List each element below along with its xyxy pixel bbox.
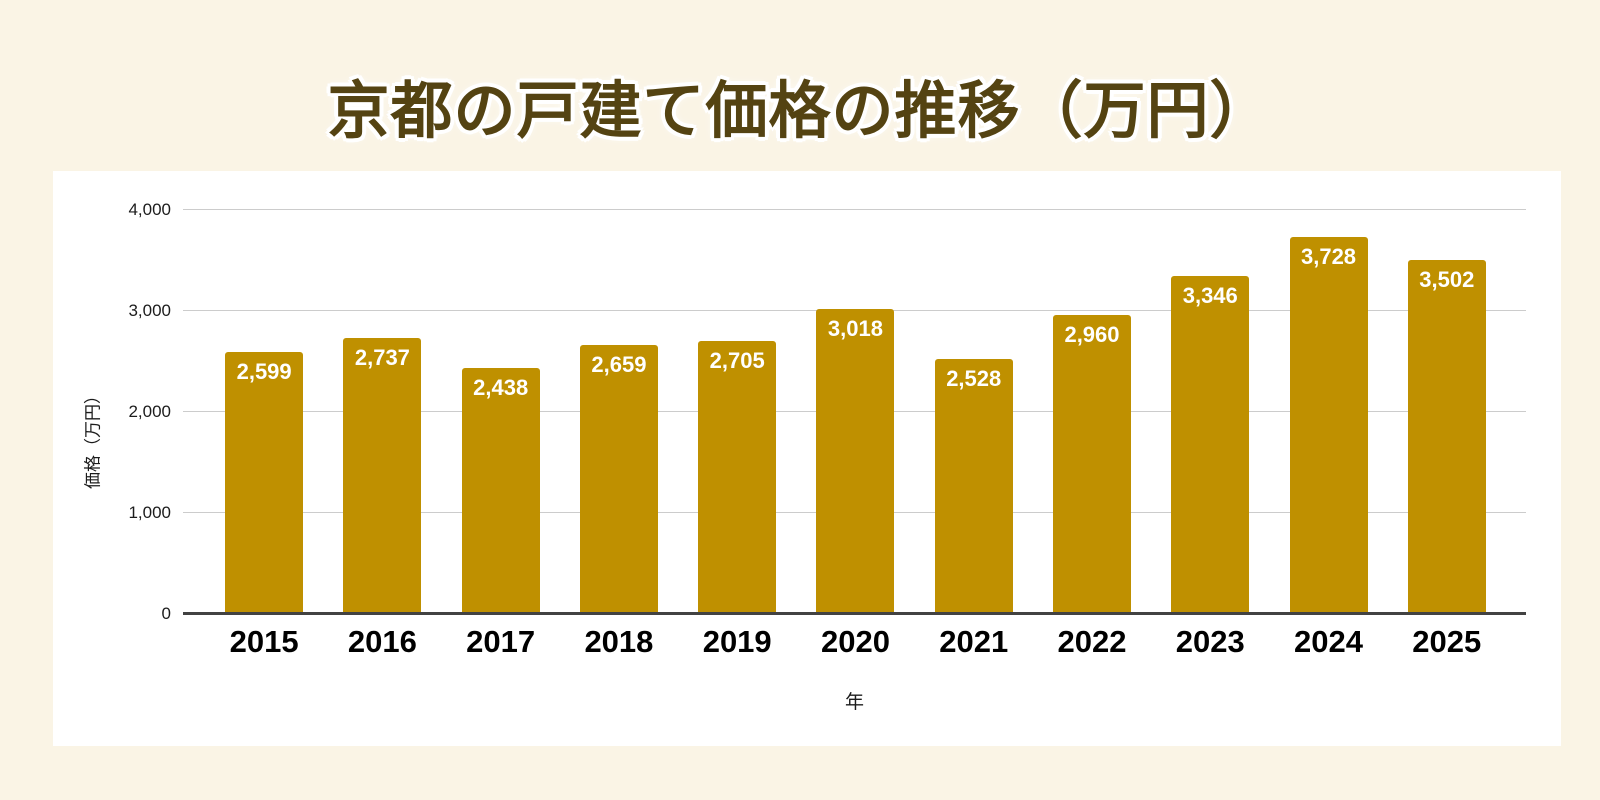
x-tick-label: 2017 [466, 624, 536, 659]
bar-value-label: 3,502 [1419, 267, 1475, 293]
x-tick-label: 2025 [1412, 624, 1482, 659]
x-tick-label: 2021 [939, 624, 1009, 659]
x-tick-label: 2015 [229, 624, 299, 659]
bar-slot: 2,659 2018 [560, 210, 678, 659]
bar-2025: 3,502 [1407, 260, 1486, 614]
bar-slot: 2,705 2019 [678, 210, 796, 659]
bar-slot: 3,728 2024 [1269, 210, 1387, 659]
bar-2021: 2,528 [934, 358, 1013, 614]
bar-value-label: 3,018 [827, 316, 883, 342]
y-tick-label: 1,000 [128, 503, 171, 522]
bar-slot: 2,737 2016 [323, 210, 441, 659]
x-tick-label: 2023 [1175, 624, 1245, 659]
bar-value-label: 2,705 [709, 347, 765, 373]
page-title: 京都の戸建て価格の推移（万円） [327, 77, 1273, 146]
bar-slot: 3,502 2025 [1388, 210, 1506, 659]
bar-value-label: 2,528 [946, 365, 1002, 391]
bar-value-label: 2,599 [236, 358, 292, 384]
x-tick-label: 2024 [1294, 624, 1363, 659]
bars-container: 2,599 2015 2,737 2016 2,438 2017 2,659 2018 2,70… [205, 210, 1506, 659]
x-tick-label: 2018 [584, 624, 654, 659]
y-tick-label: 4,000 [128, 200, 171, 219]
bar-2016: 2,737 [343, 337, 422, 614]
y-tick-label: 3,000 [128, 301, 171, 320]
bar-value-label: 3,346 [1182, 283, 1238, 309]
bar-2018: 2,659 [579, 345, 658, 614]
bar-slot: 2,599 2015 [205, 210, 323, 659]
bar-2024: 3,728 [1289, 237, 1368, 614]
x-tick-label: 2022 [1057, 624, 1127, 659]
y-tick-label: 2,000 [128, 402, 171, 421]
bar-value-label: 3,728 [1300, 244, 1357, 270]
bar-slot: 2,960 2022 [1033, 210, 1151, 659]
bar-slot: 3,346 2023 [1151, 210, 1269, 659]
bar-value-label: 2,737 [354, 344, 410, 370]
bar-2017: 2,438 [461, 367, 540, 614]
bar-slot: 2,438 2017 [442, 210, 560, 659]
chart-card: 2,599 2015 2,737 2016 2,438 2017 2,659 2018 2,70… [53, 171, 1561, 746]
x-axis-title: 年 [844, 692, 865, 713]
y-tick-label: 0 [161, 604, 171, 623]
bar-2022: 2,960 [1052, 315, 1131, 614]
gridline [183, 209, 1526, 210]
x-axis-baseline [183, 612, 1526, 615]
bar-2019: 2,705 [698, 340, 777, 614]
bar-value-label: 2,438 [473, 374, 529, 400]
y-axis-title: 価格（万円） [83, 387, 103, 489]
bar-2020: 3,018 [816, 309, 895, 614]
bar-2023: 3,346 [1171, 276, 1250, 614]
plot-area: 2,599 2015 2,737 2016 2,438 2017 2,659 2018 2,70… [128, 200, 1526, 713]
bar-slot: 3,018 2020 [796, 210, 914, 659]
bar-slot: 2,528 2021 [915, 210, 1033, 659]
x-tick-label: 2019 [702, 624, 772, 659]
bar-value-label: 2,960 [1064, 322, 1120, 348]
x-tick-label: 2016 [347, 624, 417, 659]
bar-value-label: 2,659 [591, 352, 647, 378]
bar-2015: 2,599 [225, 351, 304, 614]
x-tick-label: 2020 [820, 624, 890, 659]
